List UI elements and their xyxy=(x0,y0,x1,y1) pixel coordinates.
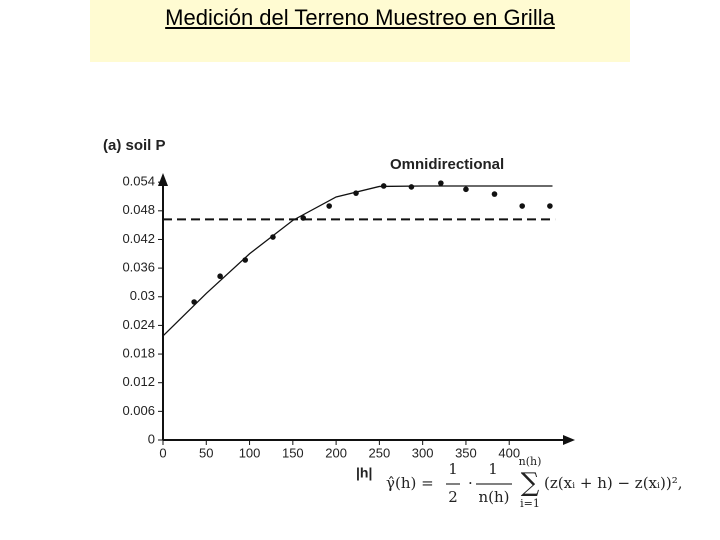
point xyxy=(300,215,307,221)
y-tick-label: 0.018 xyxy=(122,345,155,360)
y-arrow xyxy=(158,173,168,186)
point xyxy=(191,299,197,305)
point xyxy=(242,257,249,263)
point xyxy=(438,180,444,186)
point xyxy=(547,203,553,209)
point xyxy=(463,186,469,193)
formula-body: (z(xᵢ + h) − z(xᵢ))², xyxy=(544,474,683,492)
point xyxy=(408,184,415,190)
sum-bottom: i=1 xyxy=(520,497,540,510)
y-tick-label: 0.036 xyxy=(122,260,155,275)
point xyxy=(380,183,387,189)
sum-top: n(h) xyxy=(519,455,542,468)
y-tick-label: 0.03 xyxy=(130,288,155,303)
x-tick-label: 200 xyxy=(325,445,347,460)
x-tick-label: 250 xyxy=(369,445,391,460)
title-box: Medición del Terreno Muestreo en Grilla xyxy=(90,0,630,62)
x-axis-label: |h| xyxy=(356,465,372,481)
formula-num: 1 xyxy=(448,460,458,478)
x-tick-label: 300 xyxy=(412,445,434,460)
point xyxy=(353,190,359,196)
x-tick-label: 100 xyxy=(239,445,261,460)
y-tick-label: 0.054 xyxy=(122,174,155,189)
formula-den: n(h) xyxy=(478,488,509,506)
model-line xyxy=(162,185,553,337)
y-tick-label: 0.048 xyxy=(122,202,155,217)
formula-num: 1 xyxy=(488,460,498,478)
point xyxy=(326,203,332,209)
y-tick-label: 0.012 xyxy=(122,374,155,389)
annotation: Omnidirectional xyxy=(390,156,504,173)
x-tick-label: 0 xyxy=(159,445,166,460)
point xyxy=(217,273,223,280)
x-tick-label: 350 xyxy=(455,445,477,460)
y-tick-label: 0.024 xyxy=(122,317,155,332)
formula-dot: · xyxy=(468,474,473,492)
y-tick-label: 0.006 xyxy=(122,403,155,418)
panel-label: (a) soil P xyxy=(103,137,166,154)
slide-title: Medición del Terreno Muestreo en Grilla xyxy=(165,5,555,30)
x-tick-label: 400 xyxy=(498,445,520,460)
x-arrow xyxy=(563,435,575,445)
point xyxy=(519,203,526,209)
point xyxy=(491,191,498,197)
formula-lhs: γ̂(h) = xyxy=(386,474,434,492)
point xyxy=(270,234,276,240)
x-tick-label: 150 xyxy=(282,445,304,460)
sum-symbol: ∑ xyxy=(521,468,540,498)
formula: γ̂(h) = 1 2 · 1 n(h) n(h) ∑ i=1 (z(xᵢ + … xyxy=(386,455,683,510)
x-tick-label: 50 xyxy=(199,445,213,460)
y-tick-label: 0.042 xyxy=(122,231,155,246)
y-tick-label: 0 xyxy=(148,431,155,446)
formula-den: 2 xyxy=(448,488,458,506)
